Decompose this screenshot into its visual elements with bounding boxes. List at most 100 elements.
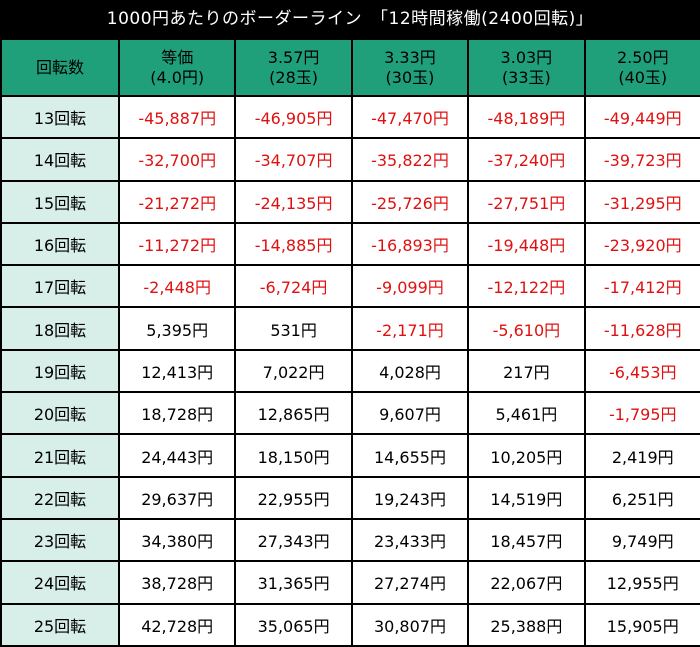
- column-header-3-57yen: 3.57円 (28玉): [234, 38, 353, 97]
- table-cell-balance: -25,726円: [350, 179, 470, 224]
- table-cell-balance: 22,955円: [234, 475, 353, 520]
- table-cell-balance: -16,893円: [350, 221, 470, 267]
- row-label-spin-count: 15回転: [0, 179, 120, 224]
- table-cell-balance: -2,171円: [350, 306, 470, 351]
- table-cell-balance: 42,728円: [117, 602, 237, 647]
- table-cell-balance: -6,724円: [234, 264, 353, 309]
- table-cell-balance: -31,295円: [583, 179, 700, 224]
- row-label-spin-count: 18回転: [0, 306, 120, 351]
- table-cell-balance: -19,448円: [467, 221, 586, 267]
- table-body: 13回転 -45,887円 -46,905円 -47,470円 -48,189円 -49,…: [0, 94, 700, 647]
- row-label-spin-count: 21回転: [0, 433, 120, 478]
- table-cell-balance: 23,433円: [350, 517, 470, 563]
- table-row: 20回転 18,728円 12,865円 9,607円 5,461円 -1,795円: [0, 391, 700, 436]
- table-row: 16回転 -11,272円 -14,885円 -16,893円 -19,448円 -23,…: [0, 221, 700, 267]
- table-cell-balance: -24,135円: [234, 179, 353, 224]
- table-cell-balance: 30,807円: [350, 602, 470, 647]
- table-cell-balance: 29,637円: [117, 475, 237, 520]
- row-label-spin-count: 20回転: [0, 391, 120, 436]
- table-cell-balance: -34,707円: [234, 137, 353, 182]
- table-cell-balance: -11,628円: [583, 306, 700, 351]
- table-row: 23回転 34,380円 27,343円 23,433円 18,457円 9,749円: [0, 517, 700, 563]
- table-row: 17回転 -2,448円 -6,724円 -9,099円 -12,122円 -17,412…: [0, 264, 700, 309]
- column-header-spin-count: 回転数: [0, 38, 120, 97]
- column-header-line2: (28玉): [269, 67, 319, 87]
- row-label-spin-count: 16回転: [0, 221, 120, 267]
- table-cell-balance: 9,749円: [583, 517, 700, 563]
- table-cell-balance: 18,457円: [467, 517, 586, 563]
- table-cell-balance: -5,610円: [467, 306, 586, 351]
- table-cell-balance: -23,920円: [583, 221, 700, 267]
- table-cell-balance: -27,751円: [467, 179, 586, 224]
- table-cell-balance: -1,795円: [583, 391, 700, 436]
- column-header-line1: 3.57円: [267, 47, 320, 67]
- column-header-line2: (30玉): [385, 67, 435, 87]
- column-header-4yen: 等価 (4.0円): [117, 38, 237, 97]
- table-cell-balance: 18,728円: [117, 391, 237, 436]
- column-header-3-03yen: 3.03円 (33玉): [467, 38, 586, 97]
- table-cell-balance: 38,728円: [117, 560, 237, 605]
- row-label-spin-count: 23回転: [0, 517, 120, 563]
- table-cell-balance: 35,065円: [234, 602, 353, 647]
- table-cell-balance: 22,067円: [467, 560, 586, 605]
- table-cell-balance: 7,022円: [234, 348, 353, 394]
- table-cell-balance: 10,205円: [467, 433, 586, 478]
- table-cell-balance: 14,519円: [467, 475, 586, 520]
- table-cell-balance: -9,099円: [350, 264, 470, 309]
- table-cell-balance: -6,453円: [583, 348, 700, 394]
- column-header-2-50yen: 2.50円 (40玉): [583, 38, 700, 97]
- table-cell-balance: -12,122円: [467, 264, 586, 309]
- table-cell-balance: -32,700円: [117, 137, 237, 182]
- table-cell-balance: 531円: [234, 306, 353, 351]
- table-cell-balance: -48,189円: [467, 94, 586, 140]
- table-cell-balance: 12,865円: [234, 391, 353, 436]
- table-cell-balance: -47,470円: [350, 94, 470, 140]
- table-cell-balance: -11,272円: [117, 221, 237, 267]
- table-row: 25回転 42,728円 35,065円 30,807円 25,388円 15,905円: [0, 602, 700, 647]
- table-cell-balance: 18,150円: [234, 433, 353, 478]
- table-title: 1000円あたりのボーダーライン 「12時間稼働(2400回転)」: [106, 9, 594, 29]
- table-cell-balance: -37,240円: [467, 137, 586, 182]
- row-label-spin-count: 22回転: [0, 475, 120, 520]
- header-row: 回転数 等価 (4.0円) 3.57円 (28玉) 3.33円 (30玉) 3.…: [0, 38, 700, 97]
- column-header-line1: 3.33円: [384, 47, 436, 67]
- table-cell-balance: 15,905円: [583, 602, 700, 647]
- table-cell-balance: 27,274円: [350, 560, 470, 605]
- row-label-spin-count: 13回転: [0, 94, 120, 140]
- table-cell-balance: 24,443円: [117, 433, 237, 478]
- row-label-spin-count: 19回転: [0, 348, 120, 394]
- column-header-3-33yen: 3.33円 (30玉): [350, 38, 470, 97]
- table-row: 18回転 5,395円 531円 -2,171円 -5,610円 -11,628円: [0, 306, 700, 351]
- row-label-spin-count: 25回転: [0, 602, 120, 647]
- column-header-line2: (40玉): [618, 67, 668, 87]
- column-header-line1: 3.03円: [500, 47, 553, 67]
- table-cell-balance: 14,655円: [350, 433, 470, 478]
- table-row: 15回転 -21,272円 -24,135円 -25,726円 -27,751円 -31,…: [0, 179, 700, 224]
- row-label-spin-count: 17回転: [0, 264, 120, 309]
- table-cell-balance: -17,412円: [583, 264, 700, 309]
- table-cell-balance: -49,449円: [583, 94, 700, 140]
- table-cell-balance: 12,413円: [117, 348, 237, 394]
- table-cell-balance: 4,028円: [350, 348, 470, 394]
- table-row: 21回転 24,443円 18,150円 14,655円 10,205円 2,419円: [0, 433, 700, 478]
- table-cell-balance: -46,905円: [234, 94, 353, 140]
- table-cell-balance: -39,723円: [583, 137, 700, 182]
- table-row: 13回転 -45,887円 -46,905円 -47,470円 -48,189円 -49,…: [0, 94, 700, 140]
- table-cell-balance: 5,461円: [467, 391, 586, 436]
- table-cell-balance: 2,419円: [583, 433, 700, 478]
- table-row: 24回転 38,728円 31,365円 27,274円 22,067円 12,955円: [0, 560, 700, 605]
- table-cell-balance: -45,887円: [117, 94, 237, 140]
- row-label-spin-count: 24回転: [0, 560, 120, 605]
- border-line-table: 回転数 等価 (4.0円) 3.57円 (28玉) 3.33円 (30玉) 3.…: [0, 38, 700, 647]
- table-cell-balance: 5,395円: [117, 306, 237, 351]
- column-header-line1: 2.50円: [616, 47, 669, 67]
- column-header-line1: 回転数: [35, 57, 84, 77]
- table-row: 19回転 12,413円 7,022円 4,028円 217円 -6,453円: [0, 348, 700, 394]
- table-cell-balance: 34,380円: [117, 517, 237, 563]
- table-cell-balance: -14,885円: [234, 221, 353, 267]
- table-cell-balance: -35,822円: [350, 137, 470, 182]
- table-cell-balance: 9,607円: [350, 391, 470, 436]
- row-label-spin-count: 14回転: [0, 137, 120, 182]
- table-cell-balance: -2,448円: [117, 264, 237, 309]
